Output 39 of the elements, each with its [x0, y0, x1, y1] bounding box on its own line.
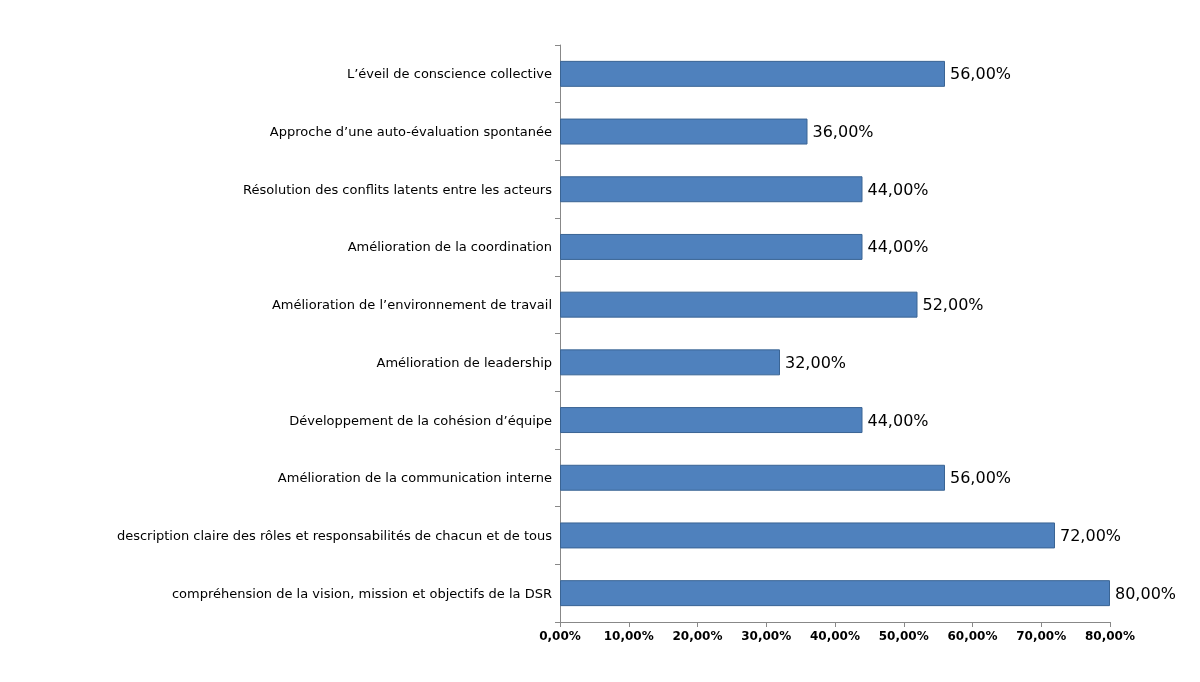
data-label: 36,00% [812, 122, 874, 142]
y-tick-label: description claire des rôles et responsabilités de chacun et de tous [116, 527, 553, 543]
x-tick-label: 70,00% [1016, 629, 1067, 643]
y-tick-label: L’éveil de conscience collective [346, 66, 552, 82]
y-tick-label: Développement de la cohésion d’équipe [289, 412, 552, 428]
data-label: 44,00% [867, 179, 929, 199]
bar [560, 176, 863, 203]
bar [560, 407, 863, 434]
x-tick-label: 20,00% [672, 629, 723, 643]
data-label: 44,00% [867, 237, 929, 257]
bar [560, 349, 780, 376]
data-label: 56,00% [950, 64, 1012, 84]
bar [560, 118, 808, 145]
x-tick-label: 10,00% [603, 629, 654, 643]
y-tick-label: Approche d’une auto-évaluation spontanée [269, 124, 552, 140]
data-label: 80,00% [1115, 583, 1177, 603]
bar [560, 233, 863, 260]
y-tick-label: Amélioration de la communication interne [277, 470, 552, 486]
y-tick-label: compréhension de la vision, mission et objectifs de la DSR [171, 585, 552, 601]
bar [560, 464, 945, 491]
y-tick-label: Amélioration de leadership [376, 354, 552, 370]
x-tick-label: 80,00% [1085, 629, 1135, 643]
x-tick-label: 60,00% [947, 629, 998, 643]
x-tick-label: 50,00% [878, 629, 929, 643]
data-label: 52,00% [922, 295, 984, 315]
bar [560, 291, 918, 318]
data-label: 32,00% [785, 352, 847, 372]
y-tick-label: Amélioration de la coordination [347, 239, 552, 255]
bar [560, 522, 1055, 549]
bar [560, 60, 945, 87]
x-tick-label: 0,00% [539, 629, 581, 643]
y-tick-label: Résolution des conflits latents entre les acteurs [243, 181, 553, 197]
data-label: 72,00% [1060, 525, 1122, 545]
x-tick-label: 30,00% [741, 629, 792, 643]
data-label: 44,00% [867, 410, 929, 430]
bar [560, 580, 1110, 607]
x-tick-label: 40,00% [810, 629, 860, 643]
y-tick-label: Amélioration de l’environnement de travail [271, 297, 552, 313]
data-label: 56,00% [950, 468, 1012, 488]
